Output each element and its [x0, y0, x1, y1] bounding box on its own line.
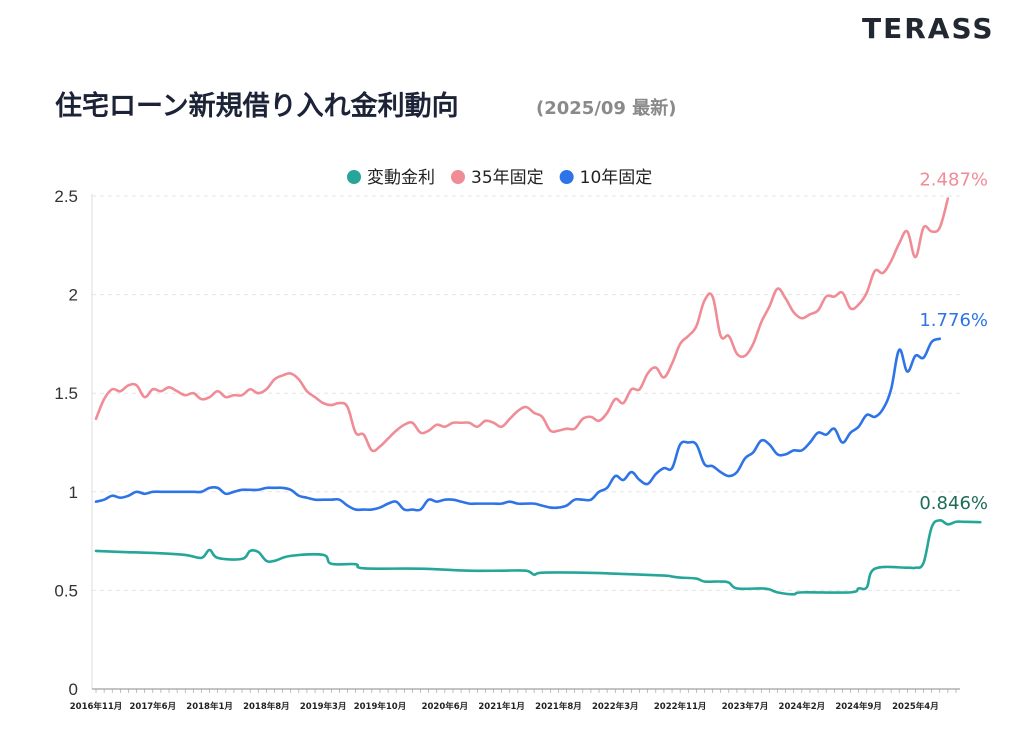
- x-tick-label: 2017年6月: [130, 701, 177, 712]
- chart-title: 住宅ローン新規借り入れ金利動向: [55, 91, 459, 122]
- y-axis-ticks: 0 0.5 1 1.5 2 2.5: [54, 187, 78, 699]
- x-tick-label: 2016年11月: [70, 701, 123, 712]
- y-tick-label: 1.5: [54, 384, 78, 403]
- end-label-fixed-35y: 2.487%: [919, 170, 988, 191]
- x-tick-label: 2024年2月: [779, 701, 826, 712]
- x-tick-label: 2022年3月: [592, 701, 639, 712]
- y-tick-label: 2.5: [54, 187, 78, 206]
- end-label-floating-rate: 0.846%: [919, 493, 988, 514]
- end-labels: 0.846% 2.487% 1.776%: [919, 170, 988, 515]
- x-axis-ticks: 2016年11月 2017年6月 2018年1月 2018年8月 2019年3月 2019…: [70, 689, 957, 712]
- legend: 変動金利 35年固定 10年固定: [347, 168, 652, 188]
- legend-label-fixed-35y: 35年固定: [471, 168, 544, 188]
- x-tick-label: 2023年7月: [722, 701, 769, 712]
- y-tick-label: 0.5: [54, 581, 78, 600]
- legend-label-fixed-10y: 10年固定: [580, 168, 653, 188]
- legend-marker-floating-rate: [347, 170, 361, 184]
- series-line-fixed-10y: [94, 337, 942, 512]
- x-tick-label: 2025年4月: [892, 701, 939, 712]
- y-tick-label: 0: [69, 680, 78, 699]
- x-tick-label: 2020年6月: [422, 701, 469, 712]
- end-label-fixed-10y: 1.776%: [919, 310, 988, 331]
- series-line-floating-rate: [94, 519, 982, 596]
- terass-logo: TERASS: [862, 12, 995, 45]
- series-line-fixed-35y: [94, 197, 950, 453]
- legend-marker-fixed-10y: [559, 170, 574, 184]
- x-tick-label: 2022年11月: [654, 701, 707, 712]
- x-tick-label: 2018年1月: [186, 701, 233, 712]
- y-tick-label: 2: [69, 286, 78, 305]
- series-lines: [94, 197, 982, 596]
- x-tick-label: 2018年8月: [243, 701, 290, 712]
- x-tick-label: 2019年3月: [300, 701, 347, 712]
- x-tick-label: 2021年8月: [535, 701, 582, 712]
- axes: [91, 194, 960, 690]
- x-tick-label: 2021年1月: [478, 701, 525, 712]
- x-tick-label: 2019年10月: [354, 701, 407, 712]
- y-tick-label: 1: [69, 483, 78, 502]
- legend-marker-fixed-35y: [451, 170, 465, 184]
- chart-subtitle: (2025/09 最新): [536, 98, 677, 119]
- legend-label-floating-rate: 変動金利: [367, 168, 435, 188]
- x-tick-label: 2024年9月: [835, 701, 882, 712]
